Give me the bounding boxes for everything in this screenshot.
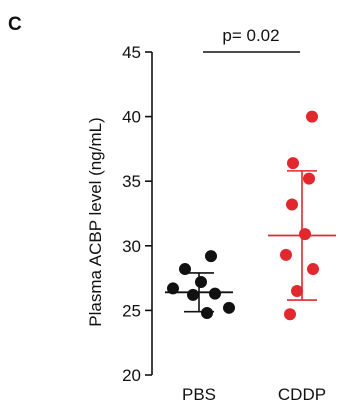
category-label: CDDP (278, 385, 326, 404)
panel-label: C (8, 14, 22, 35)
data-point (179, 263, 191, 276)
data-series (165, 110, 336, 321)
data-point (287, 157, 299, 170)
data-point (303, 172, 315, 185)
category-labels: PBS CDDP (182, 385, 326, 404)
series-pbs (165, 250, 235, 319)
data-point (205, 250, 217, 263)
y-tick-label: 35 (122, 172, 141, 191)
data-point (299, 228, 311, 241)
data-point (187, 288, 199, 301)
significance-annotation: p= 0.02 (203, 26, 300, 53)
data-point (307, 263, 319, 276)
category-label: PBS (182, 385, 216, 404)
data-point (280, 248, 292, 261)
data-point (286, 198, 298, 211)
data-point (284, 308, 296, 321)
y-tick-label: 30 (122, 237, 141, 256)
y-tick-label: 20 (122, 366, 141, 385)
data-point (209, 287, 221, 300)
p-value-label: p= 0.02 (222, 26, 279, 45)
data-point (291, 285, 303, 298)
y-tick-label: 45 (122, 43, 141, 62)
data-point (201, 306, 213, 319)
y-tick-label: 40 (122, 108, 141, 127)
data-point (167, 282, 179, 295)
y-tick-label: 25 (122, 301, 141, 320)
data-point (306, 110, 318, 123)
y-axis: 20 25 30 35 40 45 (122, 43, 153, 385)
y-axis-title: Plasma ACBP level (ng/mL) (86, 117, 105, 326)
data-point (195, 275, 207, 288)
data-point (223, 301, 235, 314)
series-cddp (268, 110, 336, 321)
